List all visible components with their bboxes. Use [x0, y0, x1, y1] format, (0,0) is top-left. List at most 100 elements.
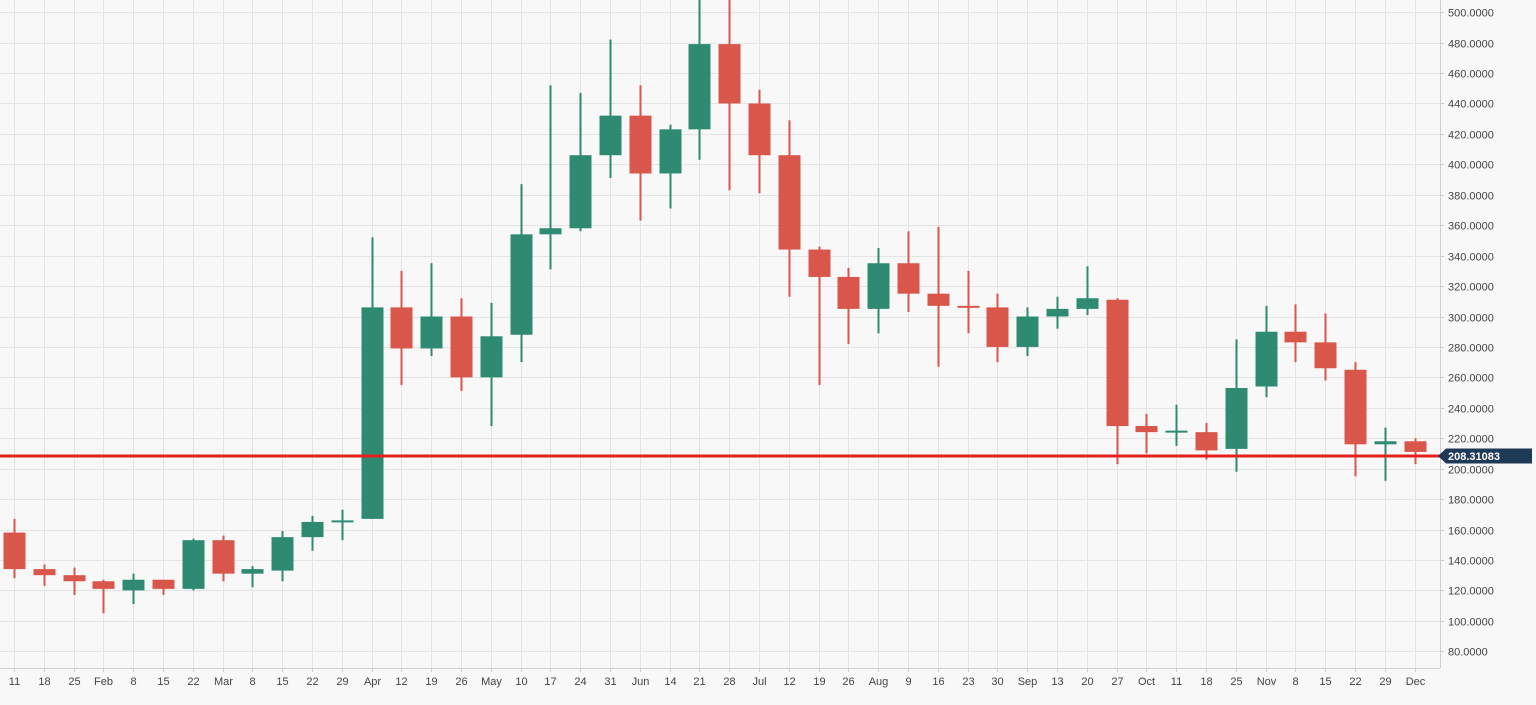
candle[interactable]	[1284, 304, 1307, 363]
candle[interactable]	[331, 509, 354, 541]
x-tick-label: 12	[783, 676, 795, 688]
y-tick-label: 240.0000	[1448, 404, 1494, 416]
candle-body	[1165, 430, 1188, 433]
candle[interactable]	[688, 0, 711, 160]
candle-body	[361, 307, 384, 519]
candle[interactable]	[390, 270, 413, 385]
y-tick-label: 140.0000	[1448, 556, 1494, 568]
x-tick-label: 25	[1230, 676, 1242, 688]
candle-body	[837, 276, 860, 309]
candle[interactable]	[510, 184, 533, 363]
x-tick-label: 26	[455, 676, 467, 688]
candle[interactable]	[361, 237, 384, 519]
candle[interactable]	[33, 564, 56, 586]
candle-body	[659, 129, 682, 174]
candle[interactable]	[1046, 296, 1069, 329]
candle[interactable]	[1135, 413, 1158, 454]
candle[interactable]	[957, 270, 980, 334]
x-axis-ticks: 11 18 25 Feb 8 15 22 Mar 8 15 22 29 Apr 12 19 26 May 10 17…	[9, 668, 1426, 688]
x-tick-label: 19	[813, 676, 825, 688]
candle-body	[986, 307, 1009, 347]
x-tick-label: Jun	[632, 676, 650, 688]
candle-body	[1284, 331, 1307, 343]
candle-body	[1404, 441, 1427, 452]
x-tick-label: Jul	[752, 676, 766, 688]
candle[interactable]	[480, 302, 503, 427]
candle[interactable]	[152, 579, 175, 595]
y-tick-label: 260.0000	[1448, 373, 1494, 385]
x-tick-label: 22	[1349, 676, 1361, 688]
candle[interactable]	[1255, 305, 1278, 398]
candle[interactable]	[808, 246, 831, 385]
x-tick-label: 8	[130, 676, 136, 688]
candle-body	[629, 115, 652, 174]
candle-body	[808, 249, 831, 277]
time-axis-panel[interactable]	[0, 668, 1440, 700]
candle-body	[212, 540, 235, 574]
candle[interactable]	[748, 89, 771, 194]
x-tick-label: 18	[38, 676, 50, 688]
candle[interactable]	[1195, 423, 1218, 460]
candle[interactable]	[122, 573, 145, 605]
candle[interactable]	[659, 124, 682, 209]
x-tick-label: 20	[1081, 676, 1093, 688]
candle[interactable]	[271, 531, 294, 582]
candle[interactable]	[450, 298, 473, 392]
candle[interactable]	[837, 267, 860, 344]
candle-body	[718, 44, 741, 104]
candle[interactable]	[986, 293, 1009, 363]
candle[interactable]	[182, 538, 205, 591]
y-tick-label: 220.0000	[1448, 434, 1494, 446]
x-tick-label: 18	[1200, 676, 1212, 688]
candle[interactable]	[599, 39, 622, 179]
x-tick-label: 15	[1319, 676, 1331, 688]
x-tick-label: 22	[306, 676, 318, 688]
candle[interactable]	[63, 567, 86, 595]
candle[interactable]	[1225, 339, 1248, 472]
x-tick-label: 12	[395, 676, 407, 688]
candle[interactable]	[1314, 313, 1337, 381]
candle[interactable]	[718, 0, 741, 191]
y-tick-label: 400.0000	[1448, 160, 1494, 172]
price-axis-panel[interactable]	[1440, 0, 1536, 700]
candle-body	[1135, 426, 1158, 433]
candle[interactable]	[778, 120, 801, 297]
candle[interactable]	[301, 515, 324, 551]
x-tick-label: 15	[276, 676, 288, 688]
candle[interactable]	[212, 535, 235, 582]
candle[interactable]	[3, 518, 26, 579]
candle[interactable]	[1404, 438, 1427, 465]
candle-body	[301, 521, 324, 538]
candle[interactable]	[897, 231, 920, 312]
x-tick-label: 29	[336, 676, 348, 688]
candle[interactable]	[420, 263, 443, 357]
x-tick-label: 31	[604, 676, 616, 688]
candle-body	[182, 540, 205, 589]
candle[interactable]	[1374, 427, 1397, 481]
candle[interactable]	[1165, 404, 1188, 446]
candle[interactable]	[92, 579, 115, 614]
current-price-label-text: 208.31083	[1448, 451, 1500, 463]
candle[interactable]	[539, 85, 562, 270]
candle[interactable]	[629, 85, 652, 221]
candle[interactable]	[867, 248, 890, 334]
candle-body	[450, 316, 473, 378]
candle[interactable]	[569, 92, 592, 232]
candle[interactable]	[1076, 266, 1099, 315]
candle[interactable]	[927, 226, 950, 367]
candle-body	[420, 316, 443, 349]
x-tick-label: Apr	[364, 676, 381, 688]
current-price-label: 208.31083	[1438, 448, 1532, 464]
y-tick-label: 100.0000	[1448, 617, 1494, 629]
y-tick-label: 360.0000	[1448, 221, 1494, 233]
y-tick-label: 340.0000	[1448, 252, 1494, 264]
candle-body	[92, 581, 115, 589]
candle[interactable]	[241, 566, 264, 588]
candle[interactable]	[1106, 298, 1129, 465]
candle-body	[1374, 441, 1397, 445]
candle[interactable]	[1016, 307, 1039, 357]
y-tick-label: 80.0000	[1448, 647, 1488, 659]
